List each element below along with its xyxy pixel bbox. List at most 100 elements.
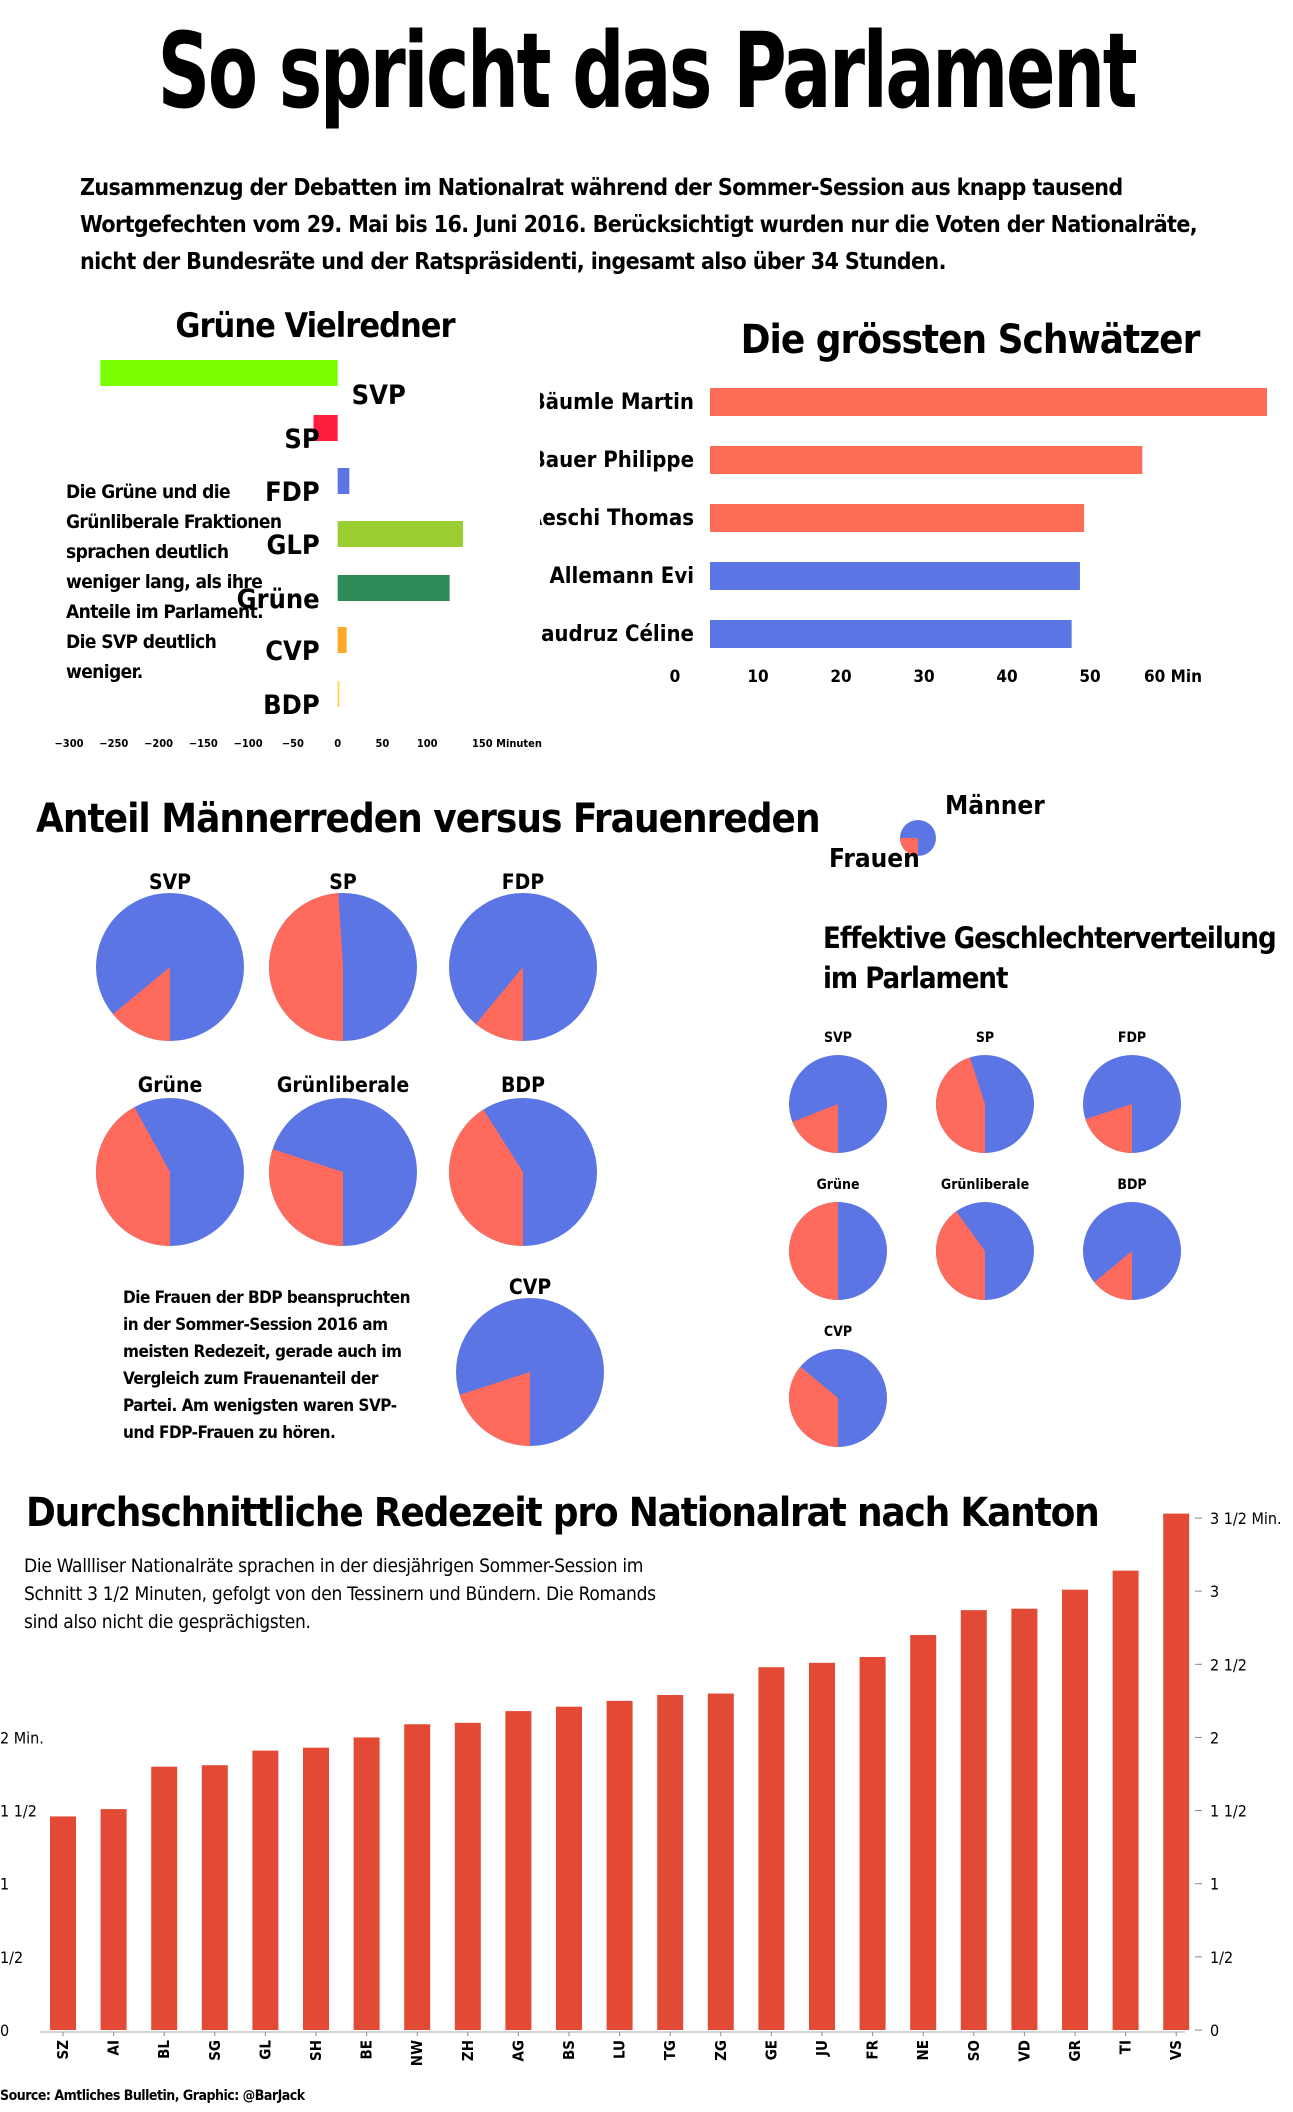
schwaetzer-xtick: 0: [670, 667, 681, 687]
vielredner-xtick: 0: [334, 737, 341, 750]
kanton-bar-tg: [657, 1695, 684, 2030]
redeanteil-pie-female: [268, 893, 343, 1041]
legend-male: Männer: [945, 791, 1045, 821]
kanton-ytick-left: 1 1/2: [0, 1802, 37, 1821]
vielredner-label-bdp: BDP: [263, 690, 319, 721]
redeanteil-label: BDP: [501, 1073, 545, 1097]
vielredner-label-cvp: CVP: [265, 636, 319, 667]
redeanteil-label: SVP: [149, 870, 191, 894]
kanton-ytick-left: 2 Min.: [0, 1728, 44, 1747]
kanton-bar-sz: [50, 1816, 76, 2030]
kanton-xlabel: TI: [1117, 2040, 1135, 2054]
kanton-bar-sg: [201, 1765, 228, 2030]
schwaetzer-xtick: 40: [996, 667, 1017, 687]
redeanteil-label: Grünliberale: [277, 1073, 409, 1097]
kanton-xlabel: TG: [661, 2040, 679, 2060]
schwaetzer-label: Bauer Philippe: [540, 448, 694, 473]
kanton-subtitle: Die Wallliser Nationalräte sprachen in d…: [24, 1555, 656, 1633]
main-title: So spricht das Parlament: [157, 10, 1138, 132]
kanton-xlabel: SO: [965, 2040, 983, 2061]
effektiv-pie-female: [792, 1104, 838, 1153]
schwaetzer-label: Aeschi Thomas: [540, 506, 694, 531]
kanton-xlabel: VD: [1015, 2040, 1033, 2062]
kanton-xlabel: BS: [560, 2040, 578, 2060]
vielredner-bar-cvp: [337, 627, 347, 653]
vielredner-xtick: 50: [376, 737, 390, 750]
vielredner-bar-fdp: [337, 468, 350, 494]
schwaetzer-xtick: 60 Min: [1144, 667, 1202, 687]
vielredner-label-sp: SP: [284, 424, 319, 455]
kanton-bar-nw: [404, 1724, 431, 2030]
kanton-xlabel: AI: [105, 2040, 123, 2055]
kanton-bar-ti: [1112, 1570, 1139, 2030]
redeanteil-label: SP: [329, 870, 357, 894]
vielredner-bar-sp: [313, 415, 338, 441]
kanton-bar-vd: [1011, 1608, 1038, 2030]
kanton-ytick-right: 1/2: [1210, 1948, 1233, 1967]
kanton-bar-ne: [910, 1635, 937, 2030]
schwaetzer-bar: [710, 562, 1080, 590]
vielredner-xtick: −100: [234, 737, 263, 750]
schwaetzer-title: Die grössten Schwätzer: [741, 317, 1201, 363]
vielredner-xtick: −250: [99, 737, 128, 750]
vielredner-label-grüne: Grüne: [237, 584, 320, 615]
kanton-bar-ai: [100, 1809, 127, 2030]
schwaetzer-label: Bäumle Martin: [540, 390, 694, 415]
schwaetzer-xtick: 50: [1079, 667, 1100, 687]
schwaetzer-bar: [710, 388, 1267, 416]
effektiv-label: BDP: [1117, 1177, 1146, 1193]
redeanteil-label: Grüne: [138, 1073, 203, 1097]
vielredner-chart: Grüne Vielredner SVP SP FDP GLP Grüne CVP BDP −3…: [55, 306, 542, 750]
legend-pie-female: [900, 838, 918, 856]
kanton-bar-zh: [454, 1722, 481, 2030]
kanton-bar-bs: [556, 1706, 582, 2030]
schwaetzer-chart: Die grössten Schwätzer Bäumle Martin Bauer…: [540, 317, 1267, 687]
vielredner-bar-glp: [337, 521, 464, 547]
redeanteil-note: Die Frauen der BDP beanspruchten in der S…: [123, 1288, 410, 1443]
effektiv-pie-female: [935, 1211, 985, 1300]
source-note: Source: Amtliches Bulletin, Graphic: @Ba…: [0, 2088, 305, 2104]
schwaetzer-bar: [710, 504, 1085, 532]
schwaetzer-bar: [710, 446, 1143, 474]
kanton-xlabel: GE: [762, 2040, 780, 2060]
effektiv-title: Effektive Geschlechterverteilung im Parla…: [823, 921, 1276, 995]
kanton-ytick-right: 0: [1210, 2021, 1219, 2040]
vielredner-xtick: −150: [189, 737, 218, 750]
kanton-ytick-left: 0: [0, 2021, 9, 2040]
kanton-ytick-right: 3 1/2 Min.: [1210, 1509, 1282, 1528]
kanton-xlabel: GR: [1066, 2039, 1084, 2061]
kanton-ytick-left: 1: [0, 1875, 9, 1894]
kanton-bar-sh: [303, 1747, 329, 2030]
effektiv-label: SP: [976, 1030, 994, 1046]
redeanteil-title: Anteil Männerreden versus Frauenreden: [36, 796, 820, 842]
effektiv-pie-female: [1085, 1104, 1132, 1153]
kanton-bar-ju: [809, 1662, 835, 2030]
kanton-ytick-right: 3: [1210, 1582, 1219, 1601]
kanton-xlabel: FR: [864, 2039, 882, 2059]
kanton-xlabel: ZH: [459, 2040, 477, 2061]
kanton-bar-vs: [1163, 1513, 1190, 2030]
vielredner-xtick: −50: [282, 737, 304, 750]
kanton-xlabel: GL: [256, 2040, 274, 2060]
redeanteil-label: CVP: [509, 1275, 551, 1299]
kanton-xlabel: AG: [509, 2040, 527, 2062]
vielredner-xtick: 100: [417, 737, 438, 750]
intro-text: Zusammenzug der Debatten im Nationalrat …: [80, 175, 1198, 275]
kanton-bar-fr: [859, 1656, 886, 2030]
kanton-xlabel: SH: [307, 2040, 325, 2061]
kanton-bar-gr: [1062, 1589, 1088, 2030]
schwaetzer-xtick: 30: [913, 667, 934, 687]
redeanteil-pie-female: [96, 1107, 170, 1246]
effektiv-label: Grünliberale: [941, 1177, 1029, 1193]
kanton-bar-zg: [707, 1693, 734, 2030]
kanton-xlabel: VS: [1167, 2040, 1185, 2060]
vielredner-xtick: 150 Minuten: [472, 737, 542, 750]
vielredner-note: Die Grüne und die Grünliberale Fraktionen…: [66, 481, 281, 683]
effektiv-label: Grüne: [816, 1177, 859, 1193]
pie-charts: Anteil Männerreden versus Frauenreden SVP…: [36, 791, 1277, 1447]
redeanteil-pie-female: [475, 967, 523, 1041]
redeanteil-pie-female: [459, 1372, 530, 1446]
kanton-ytick-right: 2 1/2: [1210, 1655, 1247, 1674]
kanton-xlabel: SZ: [54, 2040, 72, 2060]
vielredner-bar-grüne: [337, 575, 450, 601]
